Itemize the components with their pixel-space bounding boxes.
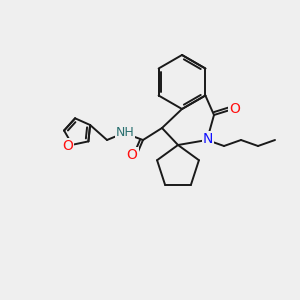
Text: O: O <box>230 102 240 116</box>
Text: N: N <box>203 132 213 146</box>
Text: NH: NH <box>116 125 134 139</box>
Text: O: O <box>127 148 137 162</box>
Text: O: O <box>62 139 73 153</box>
